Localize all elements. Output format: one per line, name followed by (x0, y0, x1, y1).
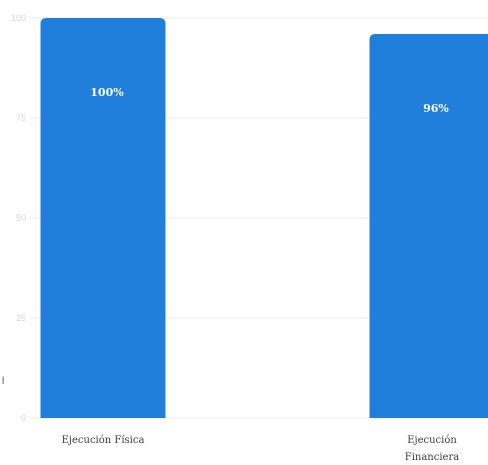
bar-ejecucion-fisica (40, 18, 166, 418)
bars (40, 18, 488, 418)
y-tick-label: 50 (16, 213, 26, 223)
category-label: Financiera (405, 452, 459, 463)
y-tick-label: 75 (16, 113, 26, 123)
bar-data-labels: 100% 96% (90, 86, 449, 115)
y-tick-label: 100 (11, 13, 26, 23)
bar-value-label: 100% (90, 86, 124, 99)
bar-ejecucion-financiera (369, 34, 488, 418)
category-label: Ejecución (407, 435, 457, 446)
category-label: Ejecución Física (62, 435, 145, 446)
x-axis-categories: Ejecución Física Ejecución Financiera (62, 435, 460, 463)
y-axis-edge-mark: l (2, 376, 4, 387)
bar-value-label: 96% (423, 102, 449, 115)
y-tick-label: 25 (16, 313, 26, 323)
y-tick-label: 0 (21, 413, 26, 423)
y-axis-ticks: 0 25 50 75 100 (11, 13, 26, 423)
